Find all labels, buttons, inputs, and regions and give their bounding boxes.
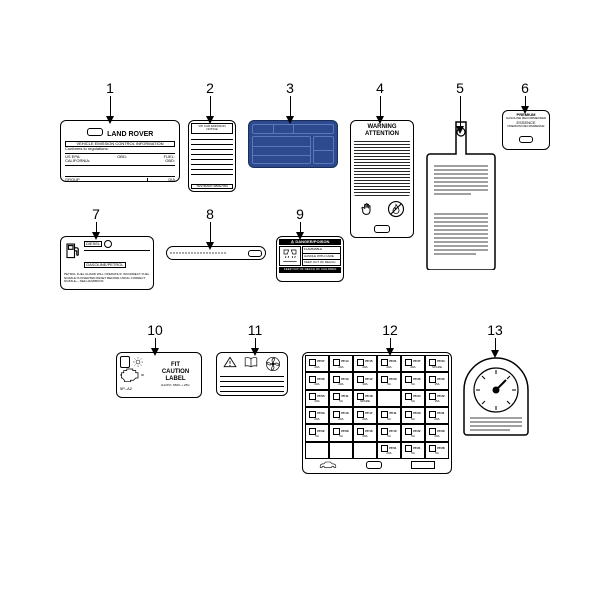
- fuse-cell: PF1620A: [353, 424, 377, 441]
- label-2: VIP CAR EMISSION NOTICE TESTMARK SB6E709…: [188, 120, 236, 192]
- callout-number: 11: [248, 322, 263, 338]
- fuse-cell: PF2120A: [377, 355, 401, 372]
- arrowhead-icon: [251, 348, 259, 356]
- fuse-cell: PF245A: [401, 390, 425, 407]
- leader-line: [210, 96, 211, 118]
- corrosive-icon: [282, 248, 298, 264]
- arrowhead-icon: [386, 348, 394, 356]
- arrowhead-icon: [106, 116, 114, 124]
- fuse-cell: PF0320A: [305, 407, 329, 424]
- fuse-cell: PF18SPARE: [353, 390, 377, 407]
- fuse-cell: PF0720A: [305, 355, 329, 372]
- arrowhead-icon: [376, 116, 384, 124]
- fuse-cell: PF115A: [377, 407, 401, 424]
- leader-line: [110, 96, 111, 118]
- leader-line: [290, 96, 291, 118]
- diagram-canvas: LAND ROVER VEHICLE EMISSION CONTROL INFO…: [0, 0, 600, 600]
- fuse-cell: PF2920A: [425, 424, 449, 441]
- hand-icon: [360, 201, 376, 217]
- fuse-cell: [329, 442, 353, 459]
- arrowhead-icon: [296, 232, 304, 240]
- car-icon: [319, 461, 337, 469]
- fuse-cell: PF3120A: [425, 407, 449, 424]
- fuel-pump-icon: [64, 240, 82, 260]
- fuse-cell: [305, 442, 329, 459]
- label-8-barcode: xxxxxxxxxxxxxxxxxxx: [166, 246, 266, 260]
- fuse-cell: PF115A: [329, 390, 353, 407]
- label-6-premium-gasoline: PREMIUM GASOLINE RECOMMENDED ESSENCE PRE…: [502, 110, 550, 150]
- fuse-cell: PF205A: [377, 372, 401, 389]
- label-7-fuel-guard: DIESEL GASOLINE/PETROL PETROL FUEL GUARD…: [60, 236, 154, 290]
- callout-number: 4: [376, 80, 384, 96]
- warning-triangle-icon: [223, 356, 237, 368]
- label-10-caution: 5P–A2 FIT CAUTION LABEL E123YL S50G + 25…: [116, 352, 202, 398]
- no-fire-icon: [387, 200, 405, 218]
- fuse-cell: PF0120A: [377, 442, 401, 459]
- engine-icon: [120, 368, 144, 382]
- sun-icon: [132, 356, 144, 368]
- fuse-cell: PF1020A: [329, 407, 353, 424]
- fuse-cell: PF225A: [401, 424, 425, 441]
- fuse-cell: PF1420A: [329, 355, 353, 372]
- fuse-cell: PF025A: [305, 424, 329, 441]
- fuse-cell: [353, 442, 377, 459]
- label-12-fusebox: PF0720APF1420APF1520APF2120APF2720APF34S…: [302, 352, 452, 474]
- fuse-cell: PF105A: [377, 424, 401, 441]
- callout-number: 12: [382, 322, 398, 338]
- label-1-emission-control: LAND ROVER VEHICLE EMISSION CONTROL INFO…: [60, 120, 180, 182]
- callout-number: 3: [286, 80, 294, 96]
- label-1-brand: LAND ROVER: [107, 131, 153, 138]
- arrowhead-icon: [206, 116, 214, 124]
- callout-number: 5: [456, 80, 464, 96]
- fan-icon: [265, 356, 281, 372]
- fuse-cell: PF34SPARE: [425, 355, 449, 372]
- label-4-warning: WARNING ATTENTION: [350, 120, 414, 238]
- label-13-dial: [460, 354, 532, 436]
- leader-line: [460, 96, 461, 128]
- fuse-cell: PF3215A: [425, 390, 449, 407]
- fuse-cell: PF0520A: [305, 390, 329, 407]
- arrowhead-icon: [521, 106, 529, 114]
- arrowhead-icon: [491, 350, 499, 358]
- fuse-cell: PF3315A: [425, 372, 449, 389]
- callout-number: 8: [206, 206, 214, 222]
- arrowhead-icon: [456, 126, 464, 134]
- leader-line: [210, 222, 211, 244]
- label-3-highlighted: [248, 120, 338, 168]
- book-icon: [244, 356, 258, 368]
- callout-number: 13: [487, 322, 503, 338]
- fuse-cell: PF215A: [401, 442, 425, 459]
- label-11-ac: [216, 352, 288, 396]
- fuse-cell: PF285A: [425, 442, 449, 459]
- fuse-cell: PF0620A: [305, 372, 329, 389]
- callout-number: 7: [92, 206, 100, 222]
- label-1-conforms: Conforms to regulations:: [65, 147, 175, 151]
- fuse-cell: PF095A: [329, 424, 353, 441]
- arrowhead-icon: [286, 116, 294, 124]
- fuse-cell: PF265A: [401, 372, 425, 389]
- label-9-danger-poison: ⚠ DANGER/POISON FLAMMABLE HANDLE WITH CA…: [276, 236, 344, 282]
- callout-number: 1: [106, 80, 114, 96]
- arrowhead-icon: [151, 348, 159, 356]
- arrowhead-icon: [92, 232, 100, 240]
- fuse-cell: [377, 390, 401, 407]
- fuse-cell: PF1720A: [353, 407, 377, 424]
- callout-number: 6: [521, 80, 529, 96]
- callout-number: 10: [147, 322, 163, 338]
- fuse-cell: PF1520A: [353, 355, 377, 372]
- fuse-cell: PF1230A: [353, 372, 377, 389]
- callout-number: 2: [206, 80, 214, 96]
- fuse-cell: PF1320A: [329, 372, 353, 389]
- fuse-cell: PF2720A: [401, 355, 425, 372]
- fuse-cell: PF235A: [401, 407, 425, 424]
- callout-number: 9: [296, 206, 304, 222]
- arrowhead-icon: [206, 242, 214, 250]
- leader-line: [380, 96, 381, 118]
- label-5-tag: [426, 120, 496, 275]
